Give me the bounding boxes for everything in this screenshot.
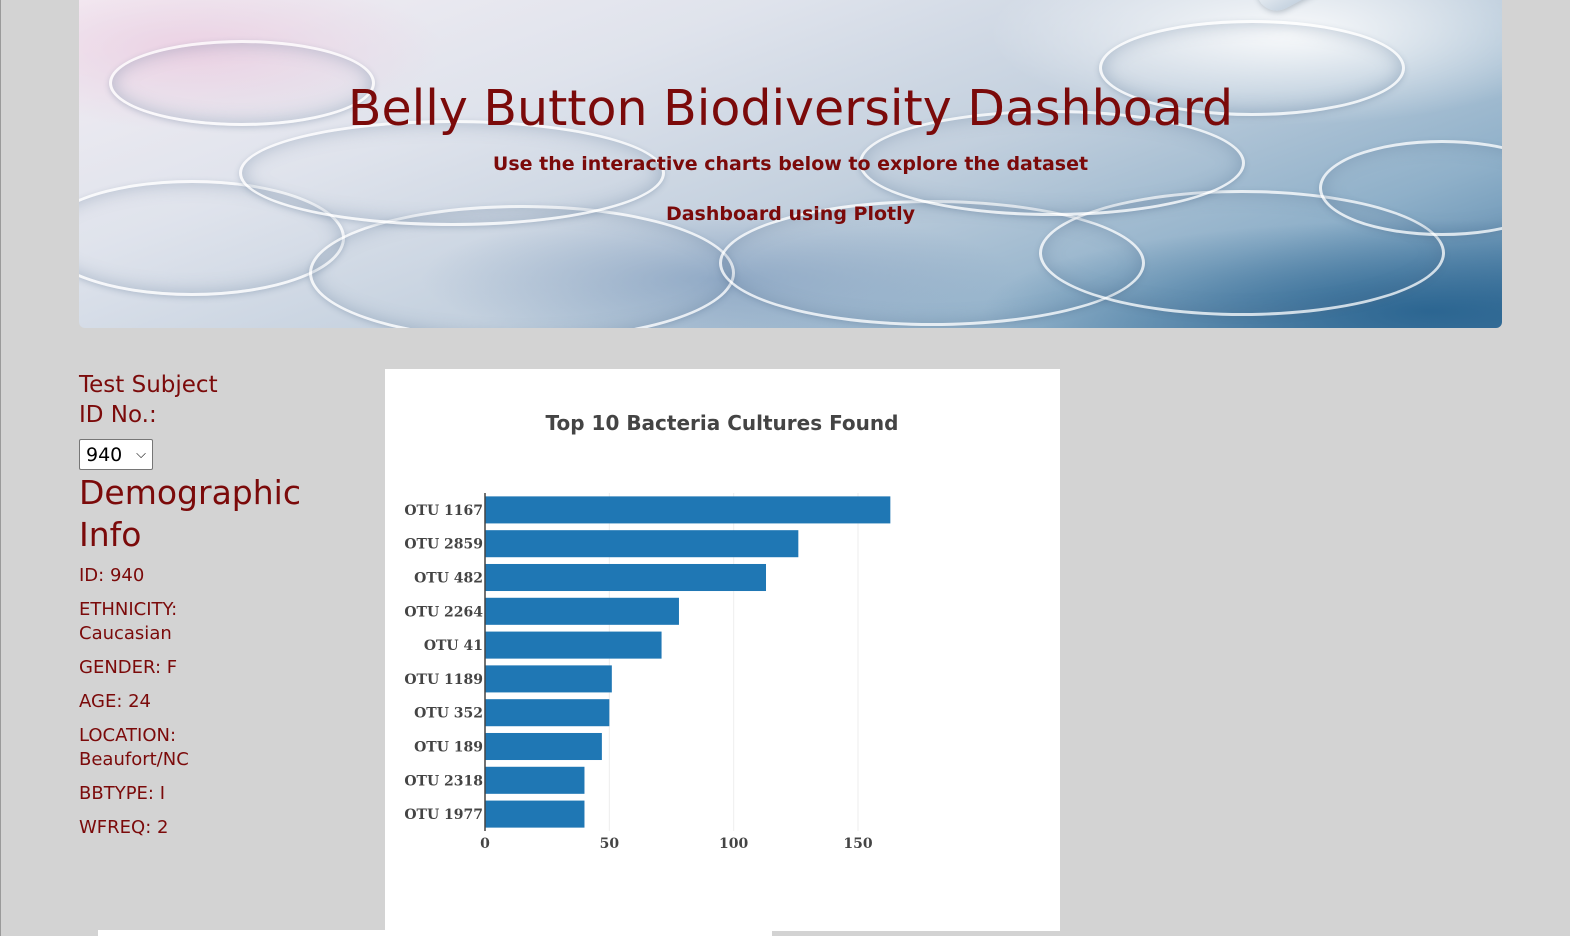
y-tick-label: OTU 1189 [404, 672, 483, 688]
sidebar: Test Subject ID No.: 940 ⌵ Demographic I… [79, 370, 319, 850]
y-tick-label: OTU 41 [424, 638, 483, 654]
page-title: Belly Button Biodiversity Dashboard [347, 80, 1234, 137]
y-tick-label: OTU 1977 [404, 807, 483, 823]
bar[interactable] [485, 496, 891, 524]
bar-chart[interactable]: Top 10 Bacteria Cultures Found 0 50 100 150… [385, 369, 1060, 931]
demo-wfreq: WFREQ: 2 [79, 817, 169, 838]
footer-strip [98, 930, 772, 936]
chart-bars [485, 496, 891, 828]
y-tick-label: OTU 2264 [404, 604, 483, 620]
bar[interactable] [485, 631, 662, 659]
demo-location: LOCATION: Beaufort/NC [79, 725, 189, 770]
page-edge [0, 0, 1, 936]
demo-age: AGE: 24 [79, 691, 152, 712]
bar[interactable] [485, 597, 679, 625]
test-tube-decoration [1319, 140, 1502, 236]
test-tube-decoration [1099, 20, 1405, 116]
test-tube-decoration [1039, 190, 1445, 316]
header-banner: Belly Button Biodiversity Dashboard Use … [79, 0, 1502, 328]
subject-select-label: Test Subject ID No.: [79, 372, 218, 428]
demo-ethnicity: ETHNICITY: Caucasian [79, 599, 178, 644]
y-tick-label: OTU 1167 [404, 503, 483, 519]
bar[interactable] [485, 732, 602, 761]
chevron-down-icon: ⌵ [136, 447, 146, 462]
bar[interactable] [485, 530, 799, 558]
demo-id: ID: 940 [79, 565, 145, 586]
x-tick-label: 100 [719, 836, 748, 852]
page-tagline: Dashboard using Plotly [665, 203, 916, 225]
demographic-panel: ID: 940 ETHNICITY: Caucasian GENDER: F A… [79, 564, 319, 840]
y-tick-label: OTU 189 [414, 740, 483, 756]
x-tick-label: 0 [480, 836, 490, 852]
test-tube-decoration [109, 40, 375, 126]
test-tube-decoration [239, 120, 665, 226]
demo-gender: GENDER: F [79, 657, 178, 678]
y-tick-label: OTU 352 [414, 706, 483, 722]
bar-chart-panel[interactable]: Top 10 Bacteria Cultures Found 0 50 100 150… [385, 369, 1060, 931]
chart-title: Top 10 Bacteria Cultures Found [546, 411, 899, 435]
test-tube-decoration [859, 110, 1245, 216]
page-subtitle: Use the interactive charts below to expl… [492, 153, 1089, 175]
subject-id-value: 940 [86, 443, 123, 466]
bar[interactable] [485, 800, 585, 828]
chart-labels: 0 50 100 150 OTU 1167 OTU 2859 OTU 482 OTU 2264… [404, 493, 873, 852]
demographic-title: Demographic Info [79, 473, 301, 554]
bar[interactable] [485, 699, 610, 727]
x-tick-label: 150 [843, 836, 872, 852]
bar[interactable] [485, 766, 585, 794]
y-tick-label: OTU 482 [414, 571, 483, 587]
demo-bbtype: BBTYPE: I [79, 783, 166, 804]
bar[interactable] [485, 665, 612, 693]
y-tick-label: OTU 2859 [404, 537, 483, 553]
pipette-decoration [1249, 0, 1502, 18]
bar[interactable] [485, 563, 767, 592]
y-tick-label: OTU 2318 [404, 773, 483, 789]
subject-id-select[interactable]: 940 ⌵ [79, 439, 153, 470]
x-tick-label: 50 [600, 836, 620, 852]
